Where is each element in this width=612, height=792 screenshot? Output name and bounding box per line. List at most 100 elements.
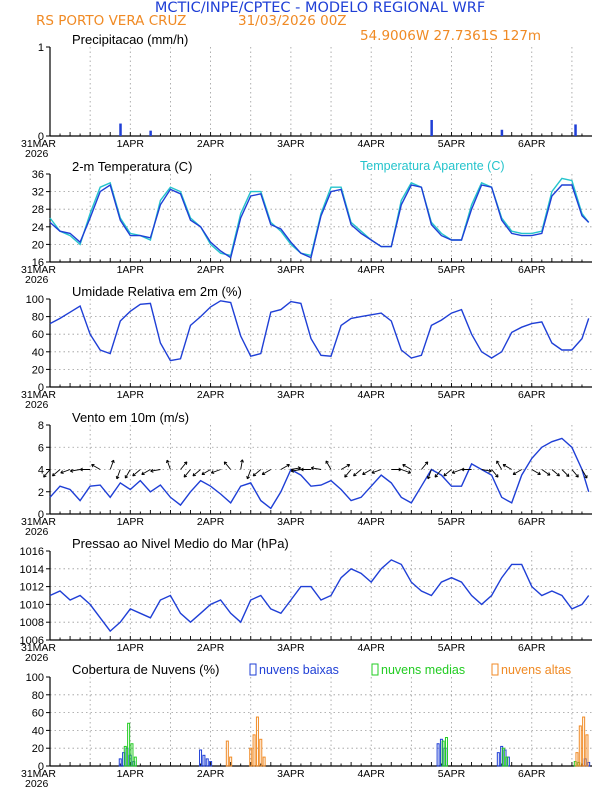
series-line-rh-0 <box>49 300 590 362</box>
wind-arrow <box>481 468 492 473</box>
y-tick-label: 100 <box>26 672 44 684</box>
y-tick-label: 4 <box>38 465 44 477</box>
x-tick-label: 2APR <box>197 389 225 401</box>
x-tick-label: 6APR <box>518 516 546 528</box>
header-coordinates: 54.9006W 27.7361S 127m <box>360 28 541 44</box>
bar-nuvens-medias <box>444 737 448 767</box>
x-tick-label: 5APR <box>438 768 466 780</box>
y-tick-label: 0 <box>38 509 44 521</box>
wind-arrow <box>434 469 442 478</box>
y-tick-label: 20 <box>32 364 44 376</box>
x-tick-label: 31MAR <box>21 516 56 528</box>
x-tick-label: 1APR <box>117 768 145 780</box>
bar-precip <box>500 129 504 136</box>
x-year-label: 2026 <box>25 148 49 160</box>
x-tick-label: 5APR <box>438 264 466 276</box>
x-tick-label: 4APR <box>357 642 385 654</box>
series-line-wind-0 <box>49 437 590 510</box>
x-year-label: 2026 <box>25 399 49 411</box>
y-tick-label: 1012 <box>20 582 44 594</box>
wind-arrow <box>223 461 232 470</box>
wind-arrow <box>124 469 131 479</box>
wind-arrow <box>353 469 362 477</box>
x-year-label: 2026 <box>25 652 49 664</box>
chart-title: Precipitacao (mm/h) <box>72 32 188 47</box>
wind-arrow <box>561 469 570 478</box>
x-tick-label: 4APR <box>357 264 385 276</box>
x-tick-label: 4APR <box>357 768 385 780</box>
wind-arrow <box>60 469 71 474</box>
x-tick-label: 3APR <box>277 264 305 276</box>
x-tick-label: 3APR <box>277 642 305 654</box>
y-tick-label: 2 <box>38 487 44 499</box>
wind-arrow <box>115 469 121 480</box>
x-tick-label: 2APR <box>197 768 225 780</box>
wind-arrow <box>69 468 81 473</box>
x-year-label: 2026 <box>25 274 49 286</box>
header-title: MCTIC/INPE/CPTEC - MODELO REGIONAL WRF <box>155 0 485 16</box>
wind-arrow <box>192 469 201 477</box>
x-tick-label: 3APR <box>277 516 305 528</box>
bar-nuvens-altas <box>255 716 259 767</box>
bar-precip <box>149 130 152 136</box>
wind-arrow <box>280 463 290 470</box>
bar-precip <box>119 123 122 136</box>
y-tick-label: 60 <box>32 708 44 720</box>
x-tick-label: 6APR <box>518 264 546 276</box>
x-tick-label: 6APR <box>518 768 546 780</box>
legend-swatch-nuvens-baixas <box>249 663 257 676</box>
x-year-label: 2026 <box>25 778 49 790</box>
y-tick-label: 24 <box>32 222 44 234</box>
y-tick-label: 20 <box>32 239 44 251</box>
x-tick-label: 3APR <box>277 138 305 150</box>
y-tick-label: 16 <box>32 257 44 269</box>
chart-title: 2-m Temperatura (C) <box>72 159 192 174</box>
x-tick-label: 31MAR <box>21 642 56 654</box>
series-line-temp-1 <box>49 183 590 259</box>
bar-nuvens-baixas <box>436 743 440 767</box>
header-run-date: 31/03/2026 00Z <box>238 13 347 29</box>
wind-arrow <box>166 459 171 470</box>
bar-nuvens-baixas <box>202 754 206 767</box>
wind-arrow <box>571 469 579 478</box>
wind-arrow <box>79 467 91 472</box>
legend-entry: nuvens baixas <box>259 663 339 677</box>
legend-entry: Temperatura Aparente (C) <box>360 159 505 173</box>
bar-nuvens-medias <box>133 756 137 767</box>
y-tick-label: 0 <box>38 761 44 773</box>
wind-arrow <box>51 469 61 477</box>
wind-arrow <box>531 469 541 476</box>
series-line-pressure-0 <box>49 559 590 633</box>
x-tick-label: 1APR <box>117 138 145 150</box>
y-tick-label: 100 <box>26 294 44 306</box>
bar-nuvens-altas <box>229 756 233 767</box>
y-tick-label: 40 <box>32 725 44 737</box>
wind-arrow <box>512 469 522 476</box>
x-tick-label: 6APR <box>518 138 546 150</box>
y-tick-label: 32 <box>32 187 44 199</box>
wind-arrow <box>491 469 499 478</box>
chart-title: Pressao ao Nivel Medio do Mar (hPa) <box>72 536 289 551</box>
bar-nuvens-altas <box>225 740 229 767</box>
bar-nuvens-baixas <box>118 758 122 767</box>
wind-arrow <box>325 460 332 470</box>
x-tick-label: 5APR <box>438 642 466 654</box>
y-tick-label: 1006 <box>20 635 44 647</box>
y-tick-label: 1014 <box>20 564 44 576</box>
y-tick-label: 0 <box>38 382 44 394</box>
y-tick-label: 0 <box>38 131 44 143</box>
x-tick-label: 1APR <box>117 516 145 528</box>
bar-precip <box>430 119 433 136</box>
legend-entry: nuvens medias <box>381 663 465 677</box>
y-tick-label: 8 <box>38 420 44 432</box>
bar-nuvens-altas <box>575 752 579 767</box>
wind-arrow <box>290 468 302 473</box>
x-tick-label: 2APR <box>197 138 225 150</box>
wind-arrow <box>443 469 452 477</box>
wind-arrow <box>426 469 432 480</box>
wind-arrow <box>402 463 412 470</box>
wind-arrow <box>261 469 272 476</box>
